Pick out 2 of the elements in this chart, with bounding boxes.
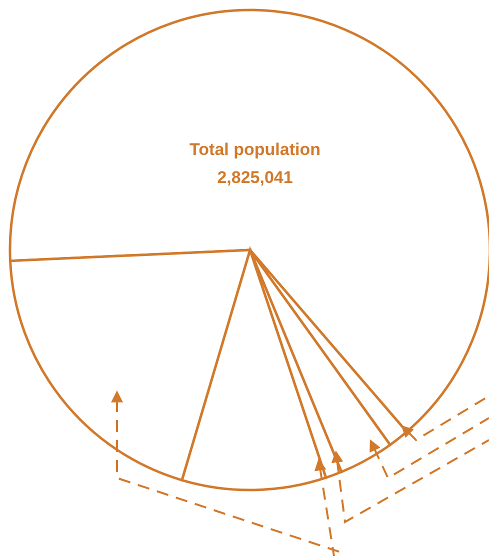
text: Total population <box>190 140 320 159</box>
text: 2,825,041 <box>217 168 293 187</box>
